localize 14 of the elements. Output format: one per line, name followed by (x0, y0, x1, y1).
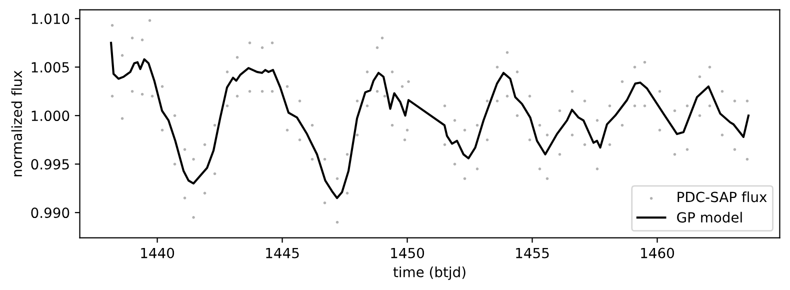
y-tick-label: 1.005 (32, 62, 69, 73)
x-axis-title: time (btjd) (393, 266, 466, 280)
y-tick-label: 0.990 (31, 208, 70, 218)
x-tick-label: 1460 (641, 248, 674, 258)
y-axis-title: normalized flux (11, 70, 22, 176)
legend-label: GP model (677, 212, 742, 223)
x-tick-label: 1445 (266, 248, 299, 258)
x-tick-label: 1440 (141, 248, 174, 258)
y-tick-label: 1.010 (32, 14, 70, 24)
x-tick-label: 1450 (391, 248, 424, 258)
legend-label: PDC-SAP flux (678, 191, 767, 202)
x-tick-label: 1455 (516, 248, 549, 258)
y-tick-label: 1.000 (32, 110, 70, 122)
y-tick-label: 0.995 (31, 159, 69, 170)
